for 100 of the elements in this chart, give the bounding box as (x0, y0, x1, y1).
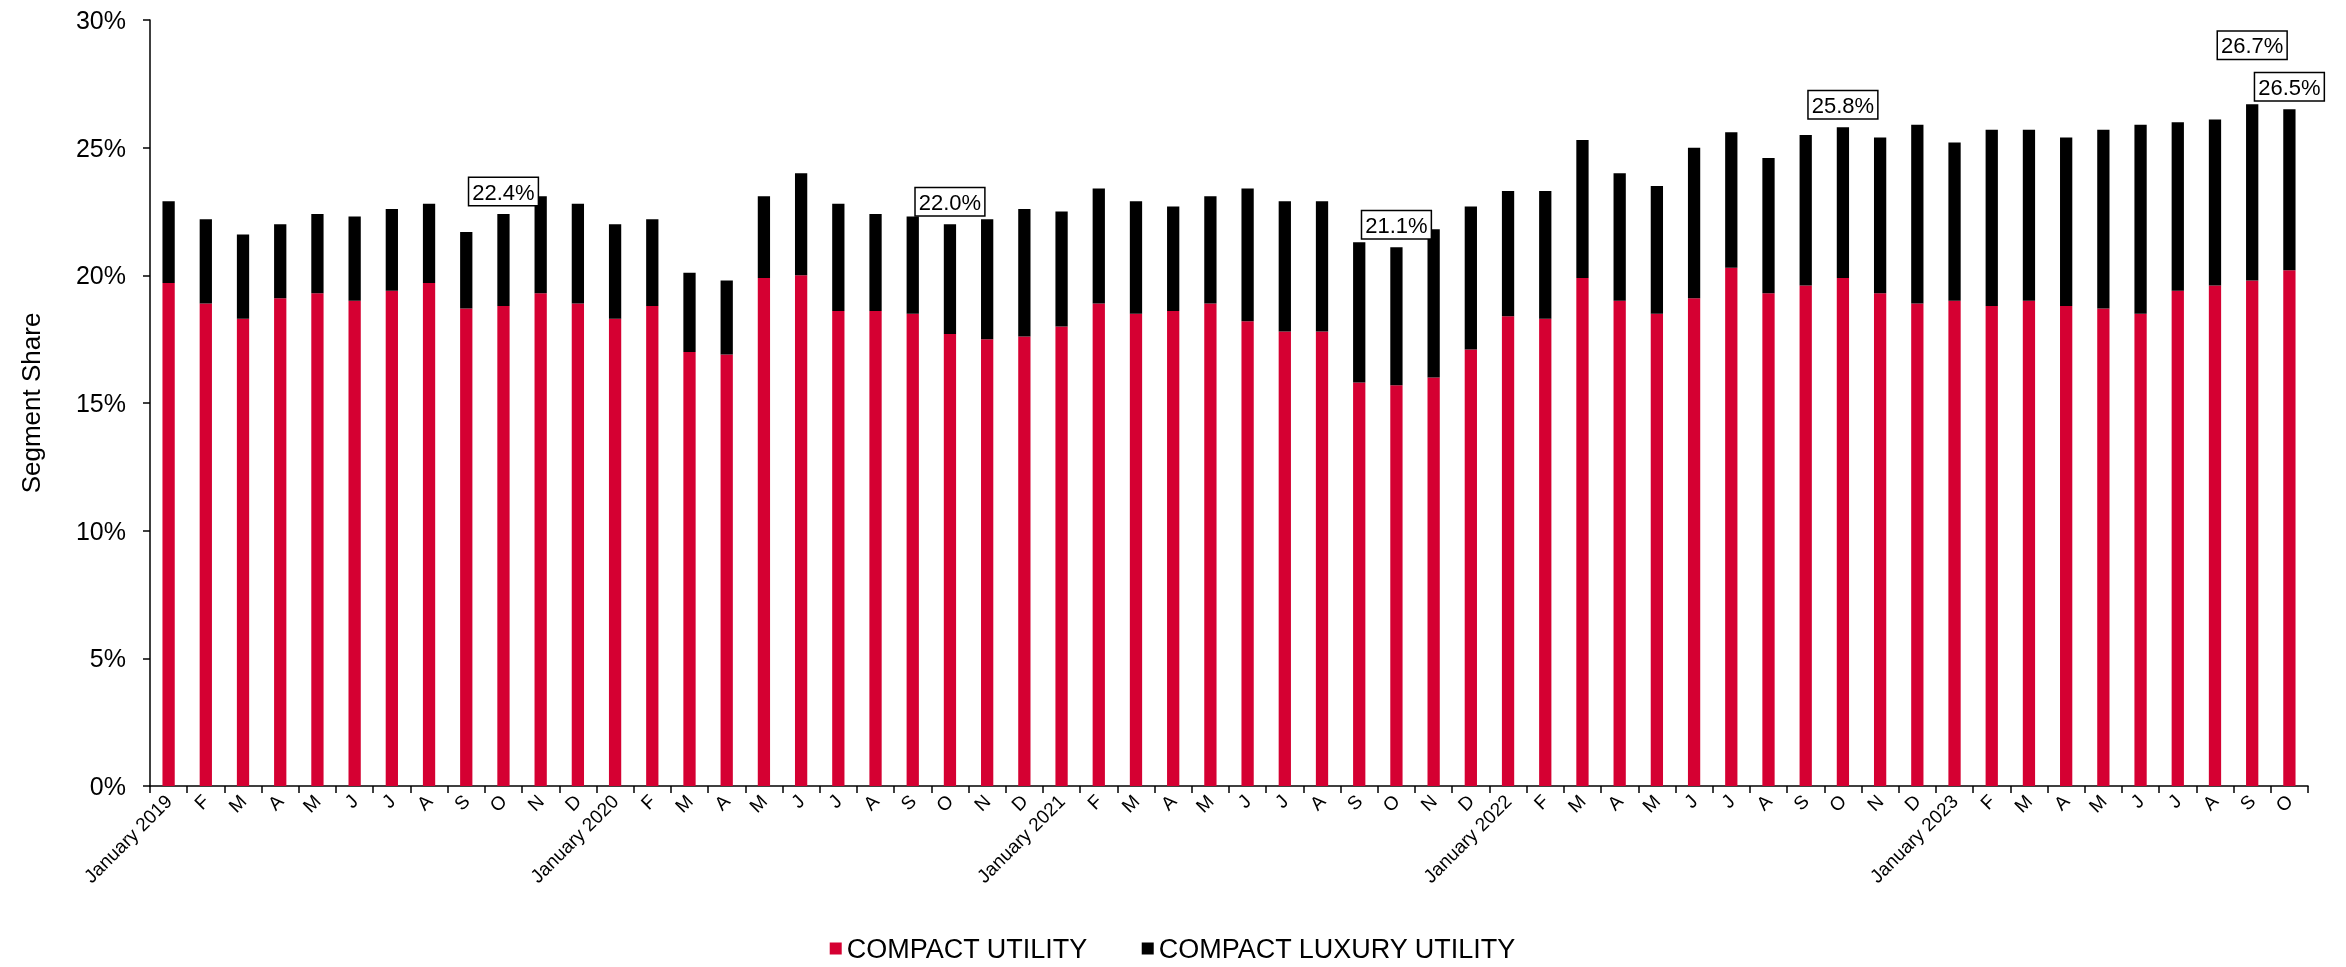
bar (1464, 349, 1477, 786)
x-tick-label: J (1679, 790, 1702, 813)
total-label: 22.0% (918, 189, 982, 215)
bar (1836, 127, 1850, 278)
x-tick-label: J (1270, 790, 1293, 813)
bar (1762, 293, 1775, 786)
x-tick-label: A (263, 790, 288, 815)
x-tick-label: N (1863, 790, 1888, 816)
bar (943, 334, 957, 786)
bar (1873, 137, 1887, 294)
total-label: 26.5% (2258, 74, 2321, 100)
bar (757, 277, 771, 786)
bar (1799, 134, 1812, 286)
bar (906, 313, 919, 786)
bar (1985, 129, 1998, 306)
bar (1613, 300, 1626, 786)
x-tick-label: A (2198, 790, 2223, 815)
bar (274, 298, 287, 786)
bar (460, 231, 473, 309)
x-tick-label: M (1117, 790, 1144, 817)
x-tick-label: N (1416, 790, 1442, 816)
bar (981, 339, 994, 786)
total-label: 22.4% (472, 179, 535, 205)
bar (1501, 316, 1515, 786)
bar (1650, 185, 1664, 314)
bar (2246, 104, 2259, 281)
bar (422, 203, 436, 283)
bar (1353, 382, 1366, 786)
bar (2208, 285, 2222, 786)
bar (348, 216, 361, 301)
bar (1055, 211, 1068, 327)
bar (460, 308, 473, 786)
bar (869, 311, 882, 786)
x-tick-label: A (710, 790, 735, 815)
x-tick-label: O (485, 790, 511, 816)
bar (422, 282, 436, 786)
x-tick-label: F (1976, 790, 2000, 814)
x-tick-label: A (859, 790, 884, 815)
y-tick-label: 25% (75, 133, 126, 162)
bar (1464, 206, 1477, 350)
total-label: 26.7% (2220, 33, 2284, 59)
x-tick-label: M (745, 790, 772, 817)
bar (1836, 277, 1850, 786)
bar (162, 282, 175, 786)
bar (1129, 201, 1143, 314)
bar (497, 305, 510, 786)
bar (1018, 208, 1031, 337)
bar (1948, 300, 1961, 786)
x-tick-label: N (970, 790, 995, 816)
bar (1725, 267, 1738, 786)
bar (646, 219, 659, 306)
x-tick-label: F (1529, 790, 1553, 814)
bar (311, 214, 324, 294)
bar (1204, 303, 1217, 786)
y-tick-label: 0% (89, 772, 126, 800)
x-tick-label: A (1603, 790, 1628, 815)
legend-label: COMPACT UTILITY (846, 933, 1088, 964)
x-tick-label: A (1156, 790, 1181, 815)
bar (1018, 336, 1031, 786)
bar (1390, 385, 1403, 786)
x-tick-label: D (560, 790, 586, 816)
y-tick-label: 30% (75, 6, 126, 34)
x-tick-label: M (1638, 790, 1665, 817)
bar (1873, 293, 1887, 786)
x-tick-label: J (824, 790, 846, 813)
bar (1055, 326, 1068, 786)
bar (1241, 188, 1254, 322)
bar (2134, 124, 2147, 314)
bar (1315, 201, 1329, 332)
x-tick-label: M (2010, 790, 2037, 817)
bar (1650, 313, 1664, 786)
x-tick-label: S (896, 790, 921, 815)
bar (1911, 303, 1924, 786)
x-tick-label: M (1191, 790, 1218, 817)
total-label: 25.8% (1811, 92, 1875, 118)
x-tick-label: M (670, 790, 697, 817)
bar (1278, 201, 1291, 332)
bar (869, 214, 882, 312)
x-tick-label: S (2235, 790, 2260, 815)
bar (1911, 124, 1924, 304)
y-tick-label: 15% (75, 389, 126, 417)
x-tick-label: D (1007, 790, 1032, 816)
bar (646, 305, 659, 786)
bar (683, 351, 696, 786)
bar (720, 280, 733, 355)
bar (1278, 331, 1291, 786)
bar (720, 354, 733, 786)
x-tick-label: J (2163, 790, 2186, 813)
bar (1762, 157, 1775, 294)
x-tick-label: F (636, 790, 660, 814)
bar (2097, 308, 2110, 786)
bar (385, 290, 398, 786)
x-tick-label: M (1563, 790, 1590, 817)
bar (1390, 247, 1403, 386)
x-tick-label: A (1305, 790, 1330, 815)
bar (981, 219, 994, 340)
bar (1129, 313, 1143, 786)
x-tick-label: D (1900, 790, 1925, 816)
bar (1687, 298, 1701, 786)
bar (2022, 129, 2036, 301)
